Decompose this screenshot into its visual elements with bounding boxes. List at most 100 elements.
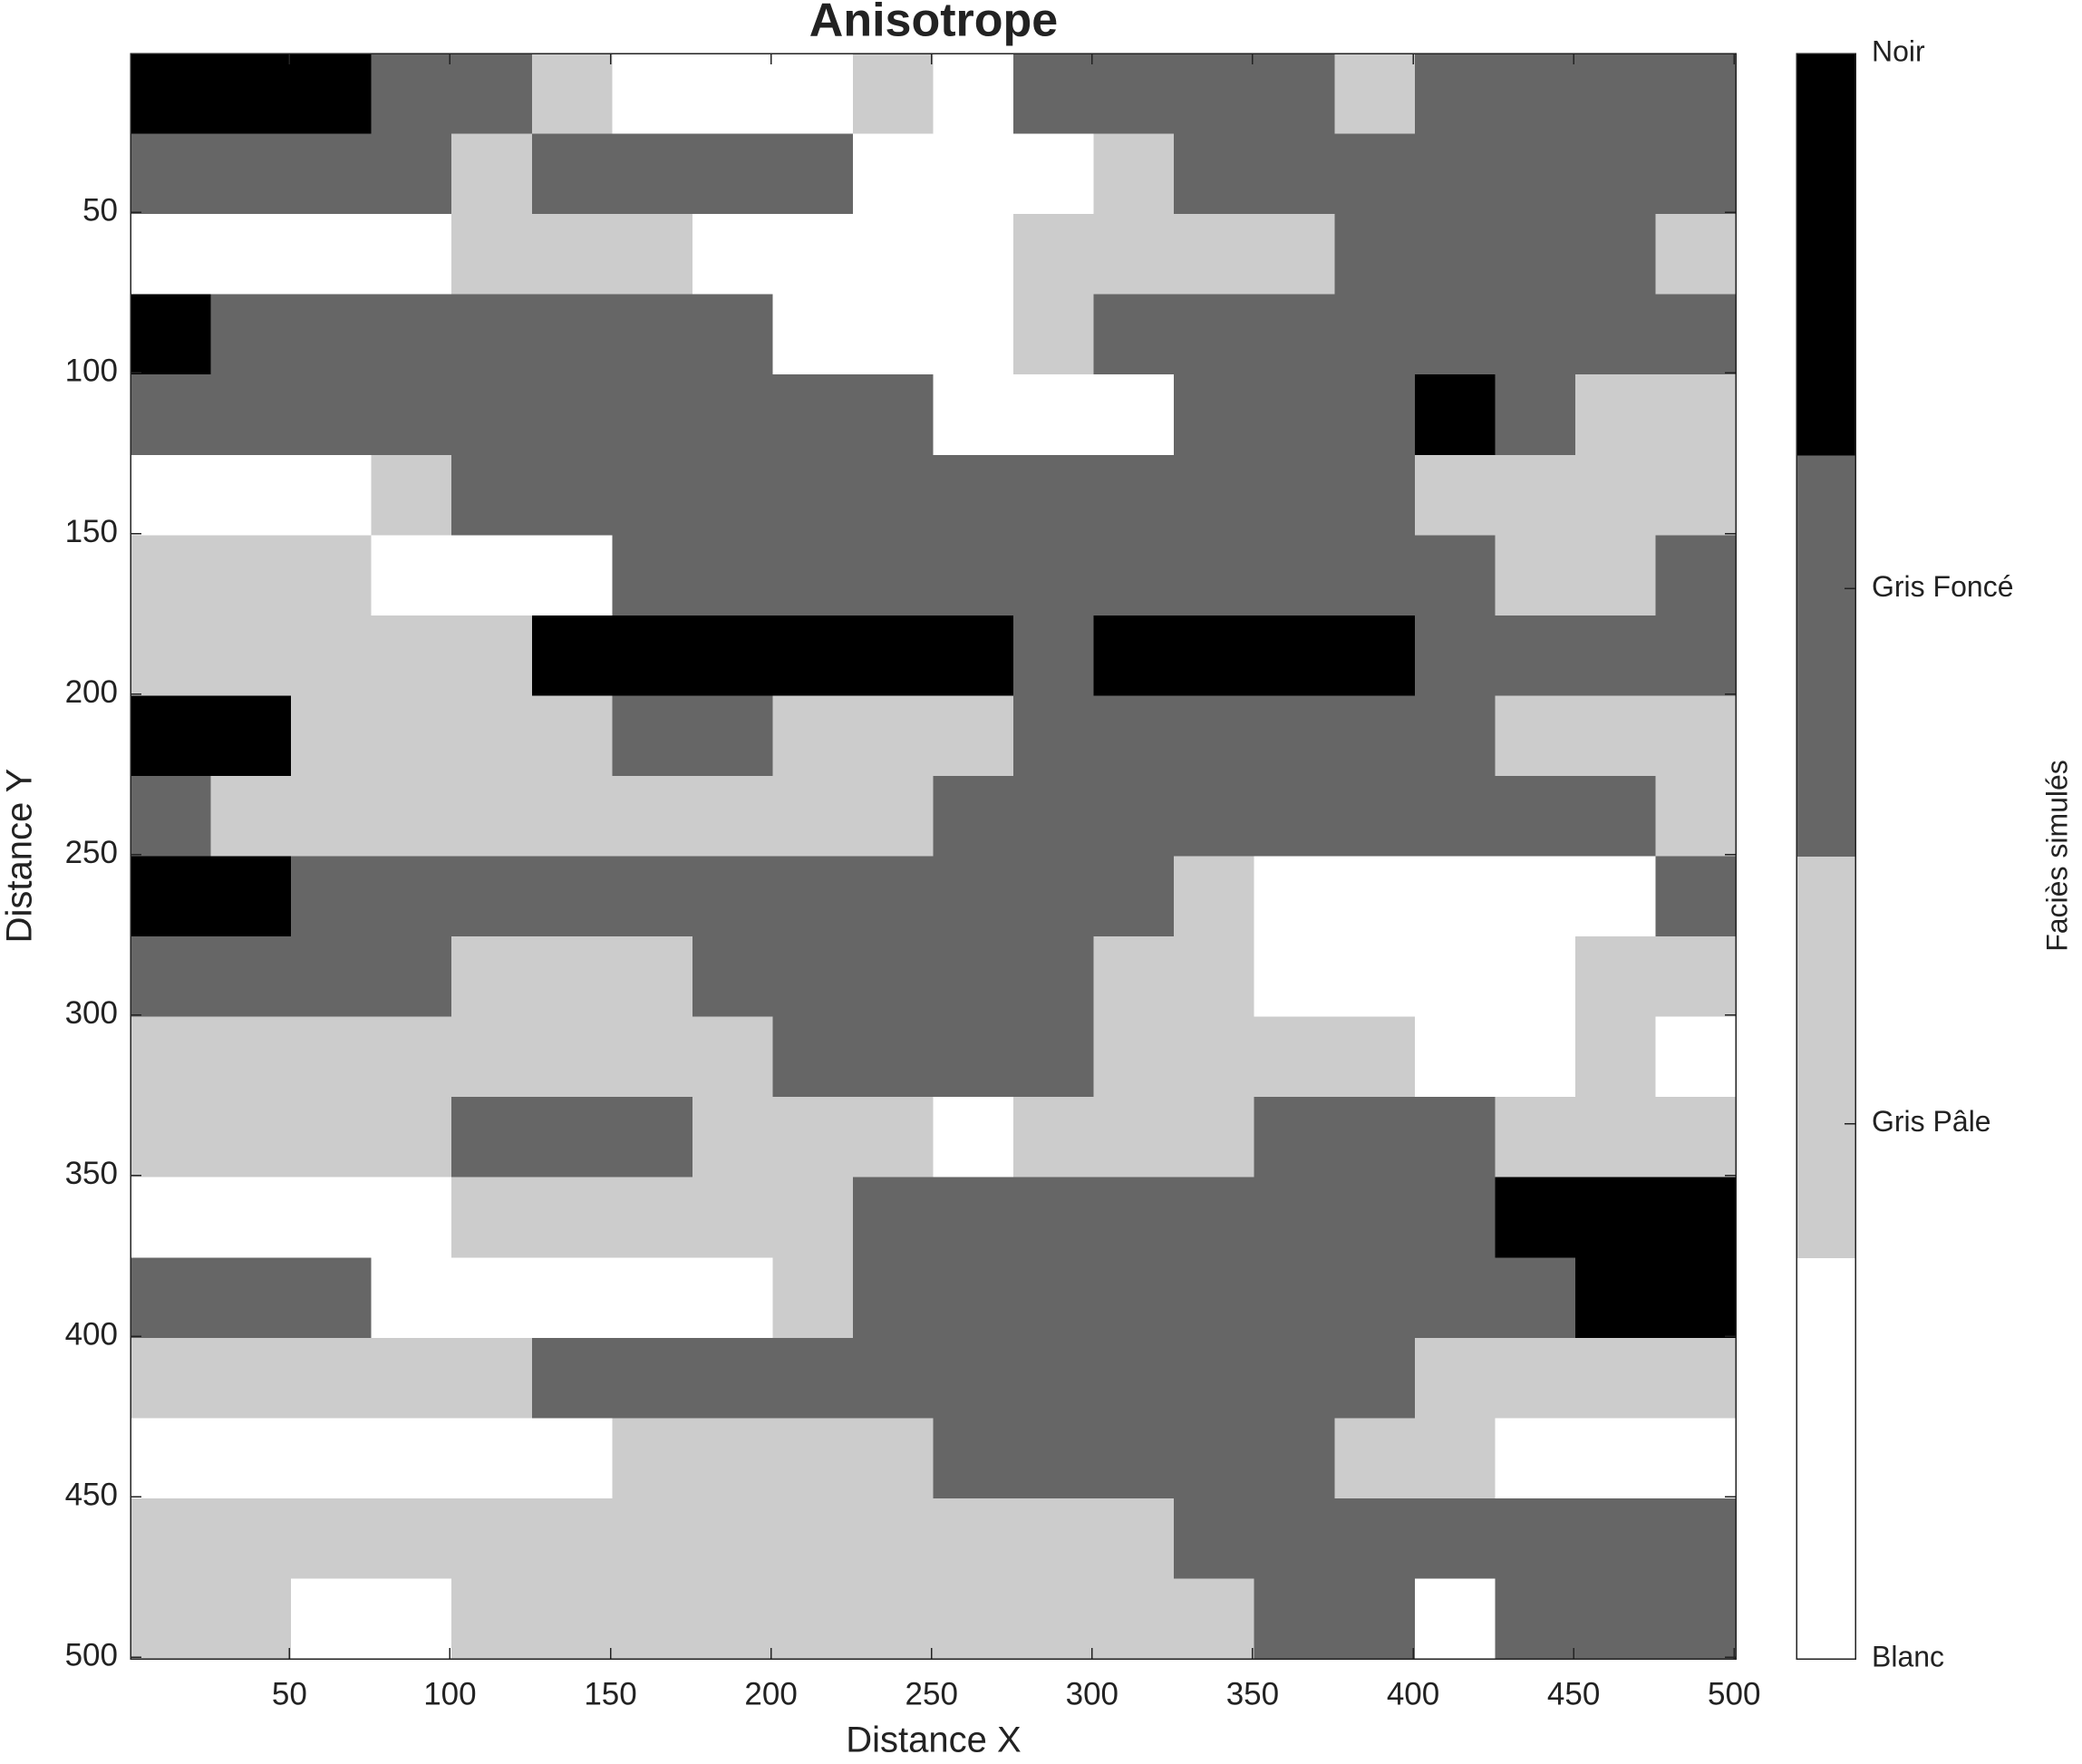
x-tick-label: 300 (1066, 1676, 1118, 1711)
heatmap-cell (291, 1578, 373, 1660)
heatmap-cell (371, 535, 452, 616)
heatmap-cell (210, 214, 292, 296)
heatmap-cell (1655, 1578, 1737, 1660)
heatmap-cell (371, 1578, 452, 1660)
heatmap-cell (1013, 1177, 1095, 1258)
x-tick-label: 200 (744, 1676, 797, 1711)
heatmap-cell (1414, 535, 1496, 616)
heatmap-cell (1655, 695, 1737, 777)
heatmap-cell (1655, 1418, 1737, 1499)
heatmap-cell (210, 133, 292, 215)
heatmap-cell (531, 695, 613, 777)
heatmap-cell (852, 535, 934, 616)
heatmap-cell (1495, 856, 1576, 937)
heatmap-cell (692, 936, 773, 1018)
heatmap-cell (1334, 615, 1416, 696)
heatmap-cell (1013, 294, 1095, 375)
colorbar-tick-label: Blanc (1872, 1640, 1944, 1672)
heatmap-cell (131, 1016, 212, 1098)
heatmap-cell (933, 1497, 1014, 1579)
heatmap-cell (210, 294, 292, 375)
x-tick-label: 350 (1226, 1676, 1279, 1711)
heatmap-cell (531, 374, 613, 456)
heatmap-cell (933, 1097, 1014, 1178)
heatmap-cell (933, 535, 1014, 616)
heatmap-cell (772, 1497, 854, 1579)
heatmap-cell (371, 1418, 452, 1499)
heatmap-cell (1093, 1257, 1175, 1339)
heatmap-cell (371, 454, 452, 536)
y-tick-label: 400 (65, 1316, 118, 1352)
heatmap-cell (451, 615, 533, 696)
heatmap-cell (1414, 1497, 1496, 1579)
heatmap-cell (772, 936, 854, 1018)
heatmap-cell (692, 1177, 773, 1258)
heatmap-cell (531, 214, 613, 296)
heatmap-cell (612, 53, 693, 135)
heatmap-cell (1574, 615, 1656, 696)
heatmap-cell (612, 133, 693, 215)
heatmap-cell (1254, 1418, 1335, 1499)
heatmap-cell (371, 775, 452, 857)
colorbar-block (1796, 53, 1855, 456)
heatmap-cell (1414, 1016, 1496, 1098)
heatmap-cell (451, 1016, 533, 1098)
heatmap-cell (1334, 1578, 1416, 1660)
heatmap-cell (1414, 695, 1496, 777)
x-tick-label: 250 (905, 1676, 958, 1711)
heatmap-cell (692, 1497, 773, 1579)
heatmap-cell (451, 1257, 533, 1339)
heatmap-cell (1414, 1418, 1496, 1499)
heatmap-cell (1254, 615, 1335, 696)
heatmap-cell (1655, 1337, 1737, 1419)
heatmap-cell (1574, 1016, 1656, 1098)
heatmap-cell (852, 214, 934, 296)
heatmap-cell (1414, 133, 1496, 215)
colorbar-frame (1796, 53, 1856, 1660)
heatmap-cell (1655, 775, 1737, 857)
heatmap-cell (933, 1337, 1014, 1419)
heatmap-cell (1414, 615, 1496, 696)
heatmap-cell (1013, 214, 1095, 296)
heatmap-cell (1495, 1418, 1576, 1499)
heatmap-cell (772, 294, 854, 375)
heatmap-cell (852, 936, 934, 1018)
heatmap-cell (772, 53, 854, 135)
heatmap-cell (1495, 1177, 1576, 1258)
heatmap-cell (1574, 294, 1656, 375)
heatmap-cell (772, 1257, 854, 1339)
heatmap-cell (612, 1257, 693, 1339)
heatmap-cell (1655, 1177, 1737, 1258)
heatmap-cell (1495, 454, 1576, 536)
heatmap-cell (1093, 294, 1175, 375)
heatmap-cell (131, 1097, 212, 1178)
heatmap-cell (933, 775, 1014, 857)
heatmap-cell (131, 1257, 212, 1339)
heatmap-cell (852, 53, 934, 135)
y-tick-label: 200 (65, 674, 118, 710)
heatmap-cell (451, 294, 533, 375)
heatmap-cell (1334, 1497, 1416, 1579)
heatmap-cell (1093, 133, 1175, 215)
heatmap-cell (772, 1177, 854, 1258)
heatmap-cell (1093, 615, 1175, 696)
heatmap-cell (612, 695, 693, 777)
heatmap-cell (692, 133, 773, 215)
heatmap-cell (1574, 214, 1656, 296)
heatmap-cell (1334, 133, 1416, 215)
heatmap-cell (772, 1016, 854, 1098)
heatmap-cell (1495, 936, 1576, 1018)
heatmap-cell (1013, 53, 1095, 135)
heatmap-cell (933, 1016, 1014, 1098)
heatmap-cell (692, 535, 773, 616)
heatmap-cell (291, 1418, 373, 1499)
heatmap-cell (131, 454, 212, 536)
heatmap-cell (1174, 775, 1255, 857)
heatmap-cell (612, 1337, 693, 1419)
heatmap-cell (1495, 374, 1576, 456)
heatmap-cell (371, 1016, 452, 1098)
heatmap-cell (1495, 695, 1576, 777)
heatmap-cell (1655, 53, 1737, 135)
heatmap-cell (1495, 535, 1576, 616)
heatmap-cell (451, 775, 533, 857)
